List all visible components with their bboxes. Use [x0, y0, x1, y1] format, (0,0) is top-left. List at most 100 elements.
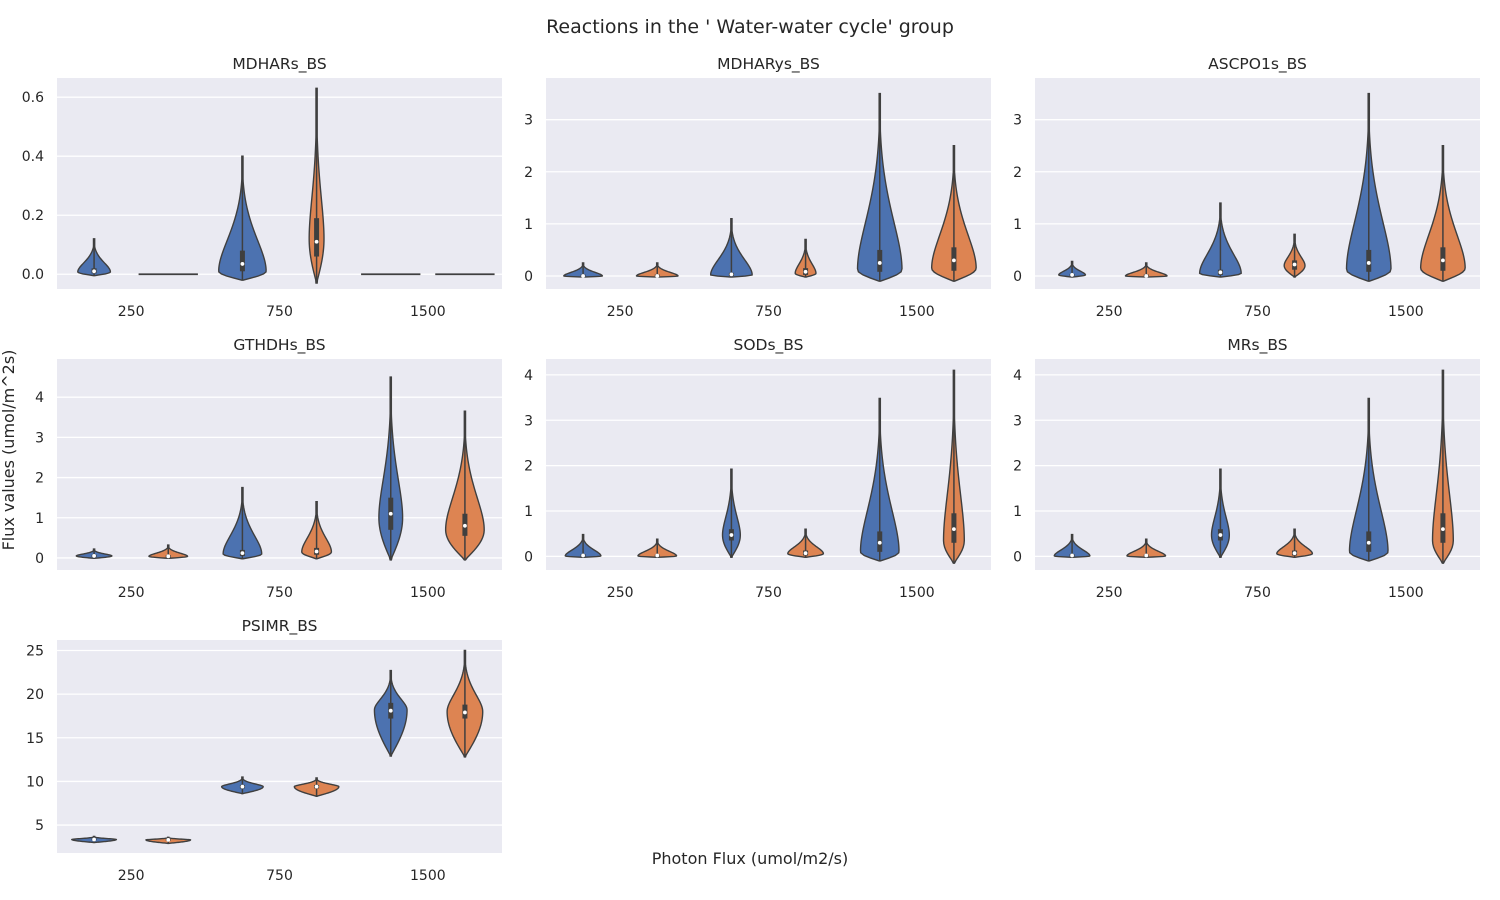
subplot-title: MRs_BS [1227, 336, 1287, 355]
y-tick-label: 4 [524, 368, 533, 384]
y-tick-label: 3 [524, 113, 533, 129]
median-marker [655, 553, 660, 558]
median-marker [1070, 273, 1074, 277]
y-tick-label: 0 [1013, 269, 1022, 285]
median-marker [1366, 261, 1371, 265]
y-tick-label: 20 [26, 687, 44, 703]
x-tick-label: 1500 [410, 868, 446, 884]
x-tick-label: 750 [755, 585, 782, 601]
y-tick-label: 3 [35, 430, 44, 446]
median-marker [1144, 553, 1149, 558]
x-tick-label: 250 [118, 868, 145, 884]
y-tick-label: 1 [524, 217, 533, 233]
y-tick-label: 2 [35, 471, 44, 487]
y-tick-label: 4 [35, 390, 44, 406]
y-tick-label: 2 [1013, 459, 1022, 475]
median-marker [463, 710, 467, 715]
x-tick-label: 1500 [1388, 585, 1424, 601]
x-tick-label: 250 [118, 304, 145, 320]
x-tick-label: 1500 [410, 585, 446, 601]
median-marker [729, 272, 734, 277]
median-marker [463, 523, 467, 528]
y-tick-label: 1 [35, 511, 44, 527]
subplot-title: MDHARys_BS [717, 55, 820, 74]
median-marker [1441, 527, 1445, 532]
subplot-5: 0 1 2 3 4 SODs_BS 250 750 1500 [524, 336, 991, 601]
median-marker [655, 274, 660, 278]
x-tick-label: 750 [266, 868, 293, 884]
median-marker [314, 239, 319, 244]
y-tick-label: 15 [26, 731, 44, 747]
y-tick-label: 25 [26, 643, 44, 659]
y-tick-label: 0 [35, 551, 44, 567]
median-marker [166, 554, 171, 559]
median-marker [1144, 274, 1149, 278]
median-marker [1292, 262, 1297, 267]
y-tick-label: 2 [1013, 165, 1022, 181]
median-marker [803, 269, 808, 274]
median-marker [92, 554, 96, 558]
y-tick-label: 10 [26, 774, 44, 790]
median-marker [729, 533, 734, 537]
x-tick-label: 250 [118, 585, 145, 601]
y-tick-label: 0.2 [22, 208, 44, 224]
y-tick-label: 4 [1013, 368, 1022, 384]
y-tick-label: 0.6 [22, 90, 44, 106]
subplot-title: MDHARs_BS [232, 55, 326, 74]
median-marker [388, 708, 393, 713]
median-marker [877, 540, 882, 545]
median-marker [314, 784, 319, 789]
figure-title: Reactions in the ' Water-water cycle' gr… [546, 16, 954, 38]
plot-area [57, 78, 502, 289]
y-tick-label: 1 [524, 504, 533, 520]
subplot-title: ASCPO1s_BS [1208, 55, 1307, 74]
median-marker [1292, 551, 1297, 556]
subplot-4: 0 1 2 3 4 GTHDHs_BS 250 750 1500 [35, 336, 502, 601]
x-tick-label: 1500 [899, 585, 935, 601]
median-marker [581, 553, 585, 558]
y-tick-label: 0.0 [22, 267, 44, 283]
y-tick-label: 2 [524, 459, 533, 475]
plot-area [546, 359, 991, 570]
x-tick-label: 750 [266, 304, 293, 320]
y-tick-label: 3 [524, 413, 533, 429]
median-marker [166, 838, 171, 842]
x-tick-label: 250 [1096, 585, 1123, 601]
median-marker [1441, 258, 1445, 263]
subplot-3: 0 1 2 3 ASCPO1s_BS 250 750 1500 [1013, 55, 1480, 320]
median-marker [314, 549, 319, 554]
subplot-2: 0 1 2 3 MDHARys_BS 250 750 1500 [524, 55, 991, 320]
x-tick-label: 1500 [1388, 304, 1424, 320]
y-tick-label: 3 [1013, 413, 1022, 429]
x-tick-label: 750 [1244, 585, 1271, 601]
subplot-title: GTHDHs_BS [233, 336, 325, 355]
x-tick-label: 250 [1096, 304, 1123, 320]
median-marker [1218, 270, 1223, 275]
median-marker [240, 551, 245, 556]
x-axis-label: Photon Flux (umol/m2/s) [652, 849, 849, 868]
median-marker [1070, 553, 1074, 558]
median-marker [1218, 533, 1223, 537]
median-marker [92, 837, 96, 842]
y-tick-label: 5 [35, 818, 44, 834]
x-tick-label: 750 [266, 585, 293, 601]
y-tick-label: 3 [1013, 113, 1022, 129]
x-tick-label: 1500 [410, 304, 446, 320]
median-marker [877, 261, 882, 265]
subplot-title: PSIMR_BS [242, 617, 318, 636]
x-tick-label: 750 [1244, 304, 1271, 320]
subplot-1: 0.0 0.2 0.4 0.6 MDHARs_BS 250 750 1500 [22, 55, 502, 320]
y-tick-label: 0.4 [22, 149, 44, 165]
subplot-7: 5 10 15 20 25 PSIMR_BS 250 750 1500 [26, 617, 502, 884]
y-tick-label: 1 [1013, 217, 1022, 233]
plot-area [57, 359, 502, 570]
median-marker [952, 258, 956, 263]
plot-area [1035, 78, 1480, 289]
median-marker [240, 784, 245, 789]
y-tick-label: 1 [1013, 504, 1022, 520]
x-tick-label: 750 [755, 304, 782, 320]
median-marker [1366, 540, 1371, 545]
y-tick-label: 0 [1013, 549, 1022, 565]
